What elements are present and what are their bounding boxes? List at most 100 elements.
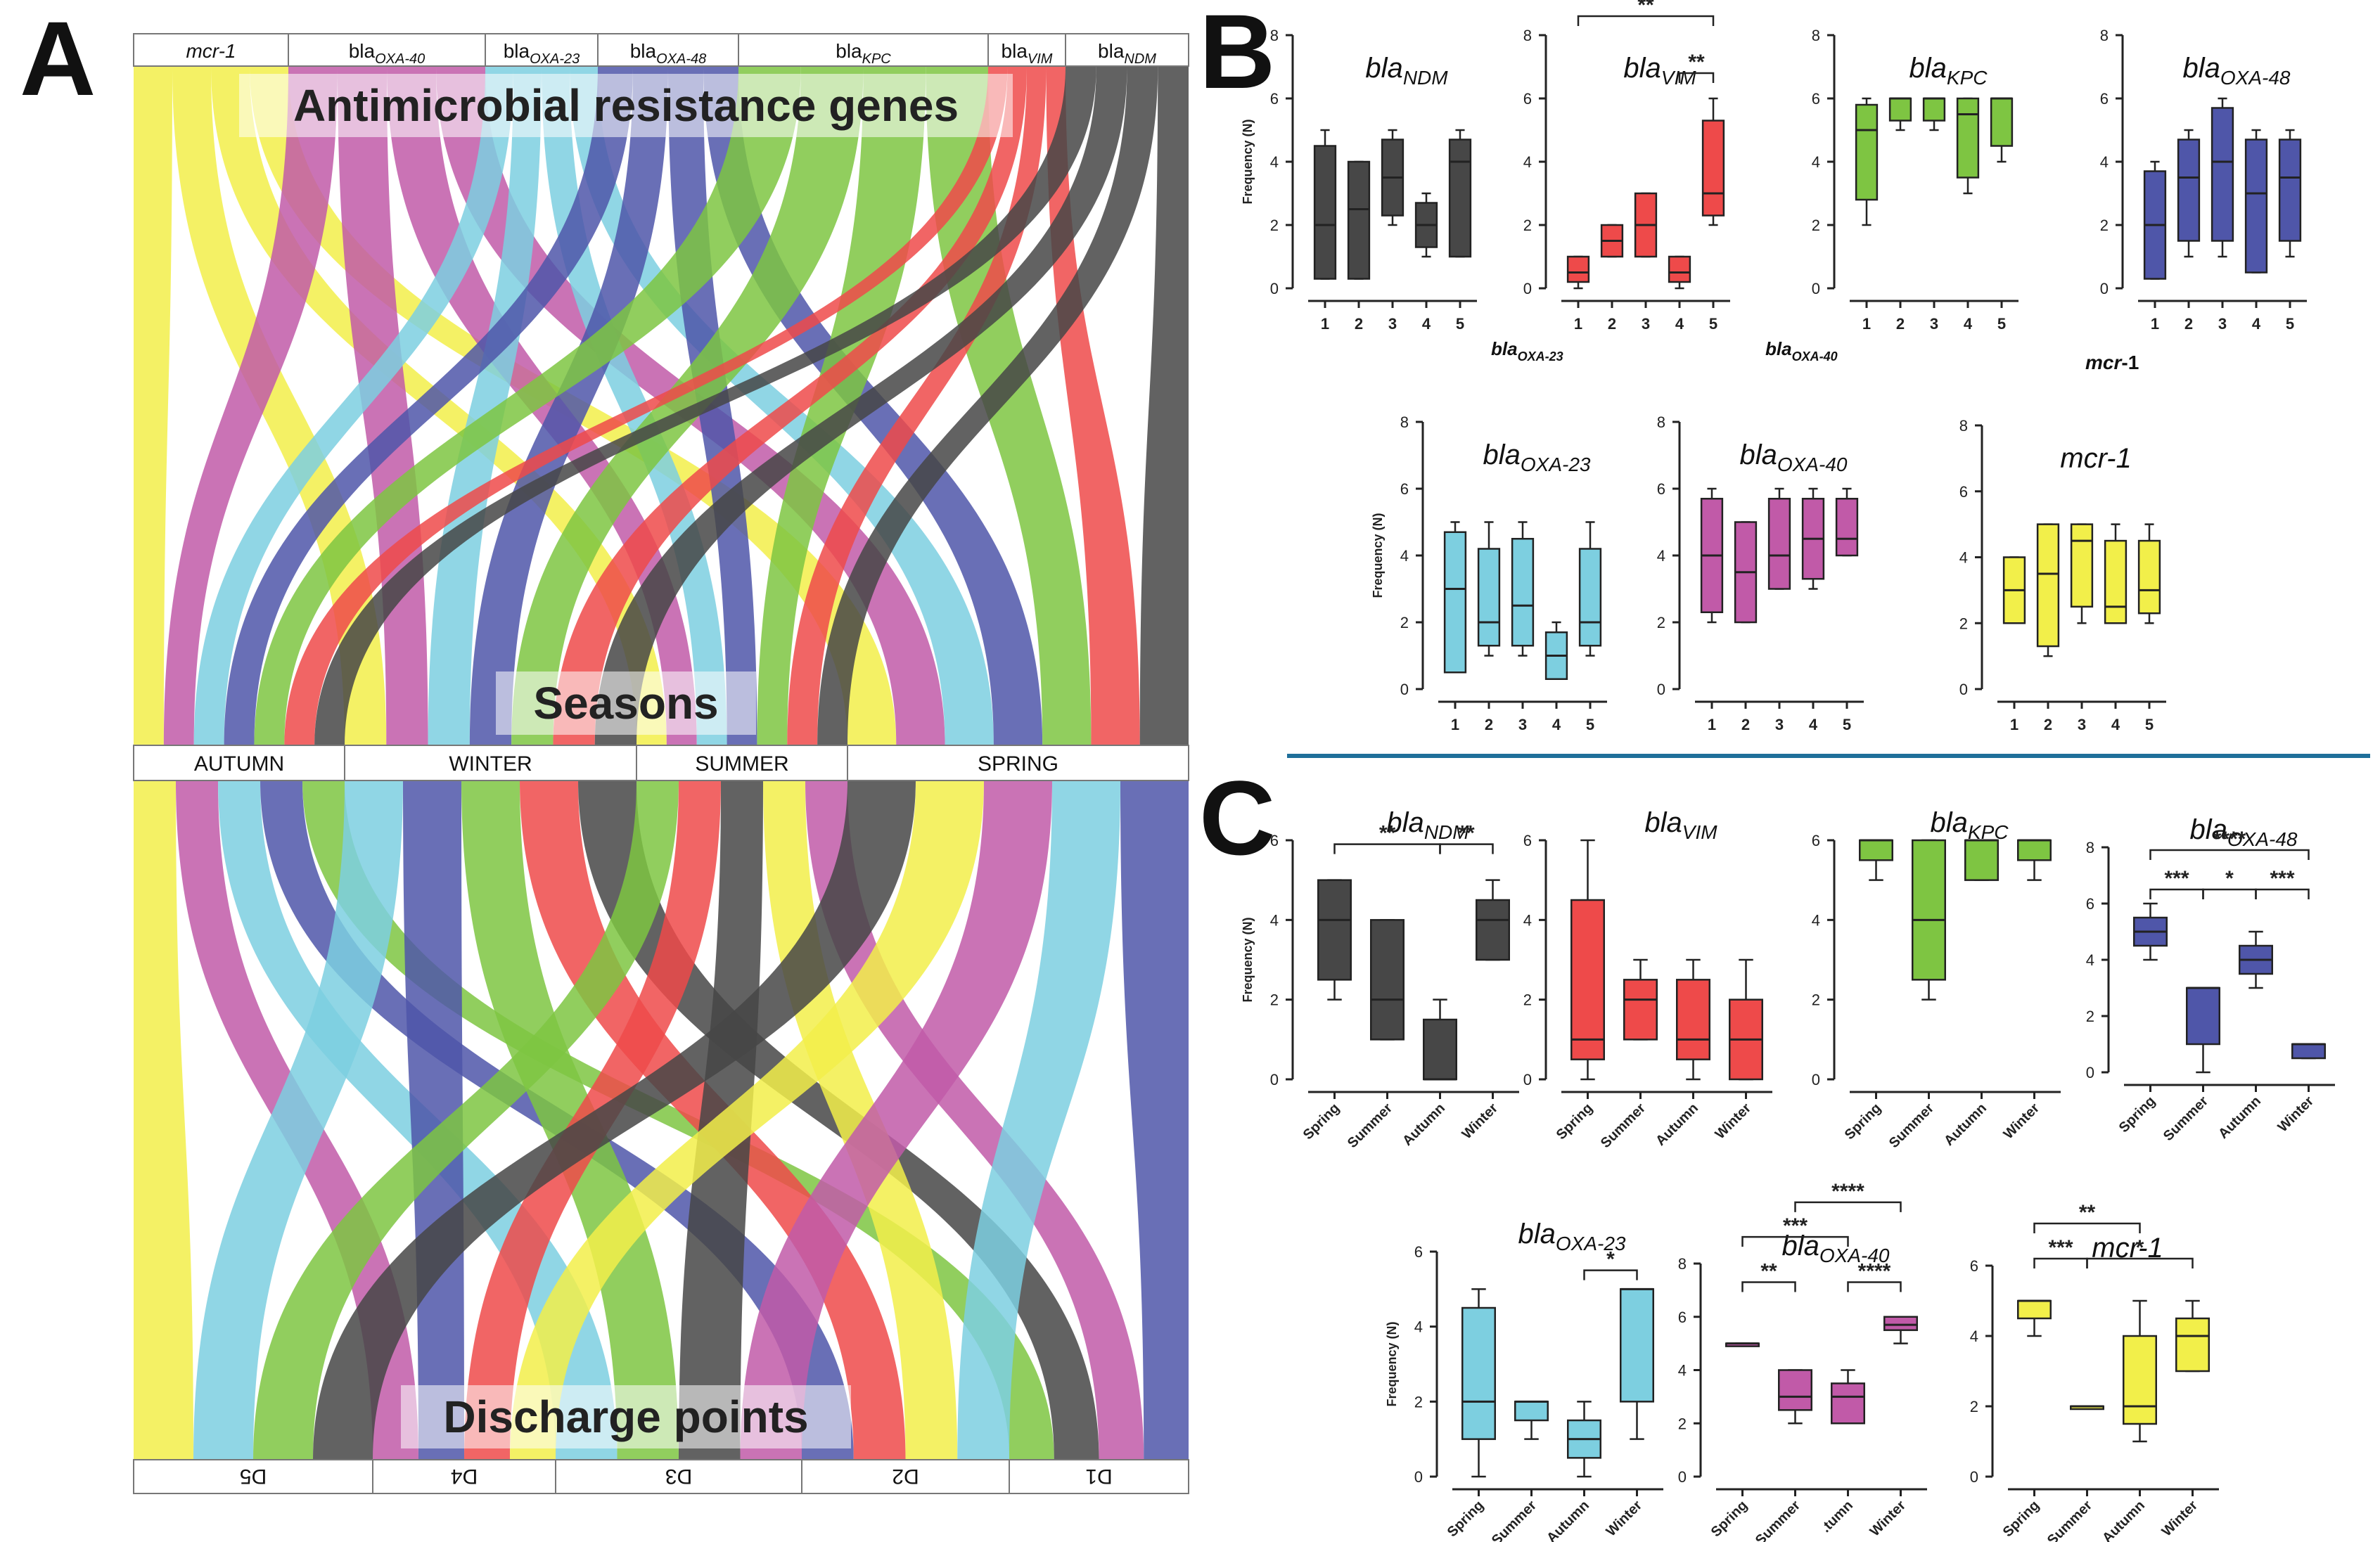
x-tick-label-c-ndm-1: Summer	[1345, 1100, 1395, 1151]
point-node-d5	[133, 1459, 373, 1494]
y-tick-label-b-mcr1-1: 2	[1959, 615, 1968, 632]
sig-label-c-mcr1-1: ***	[2048, 1236, 2073, 1259]
y-tick-label-c-mcr1-2: 4	[1970, 1328, 1978, 1345]
iqr-b-oxa48-3	[2244, 139, 2268, 274]
iqr-c-oxa40-3	[1883, 1316, 1918, 1331]
iqr-b-kpc-1	[1888, 97, 1912, 122]
x-tick-label-b-ndm-3: 4	[1422, 315, 1431, 333]
x-tick-label-c-vim-3: Winter	[1713, 1100, 1755, 1143]
iqr-c-ndm-0	[1317, 879, 1352, 981]
x-tick-label-b-mcr1-2: 3	[2078, 716, 2086, 733]
sig-label-b-vim-0: **	[1637, 0, 1654, 17]
y-tick-label-b-mcr1-0: 0	[1959, 681, 1968, 698]
x-tick-label-b-oxa23-0: 1	[1451, 716, 1459, 733]
iqr-b-ndm-1	[1347, 160, 1371, 280]
chart-c-vim: 0 2 4 6 Spring Summer Autumn Winter blaVIM	[1523, 807, 1772, 1151]
stray-label-oxa40: blaOXA-40	[1765, 338, 1838, 364]
flow-spring-d4	[510, 780, 984, 1459]
x-tick-label-c-kpc-3: Winter	[2001, 1100, 2043, 1143]
season-label-winter: WINTER	[449, 752, 532, 776]
flow-mcr1-autumn	[134, 67, 172, 745]
box-b-mcr1-2	[2070, 523, 2094, 624]
y-tick-label-b-mcr1-2: 4	[1959, 549, 1968, 567]
chart-b-mcr1: 0 2 4 6 8 1 2 3 4 5 mcr-1	[1959, 417, 2166, 733]
y-tick-label-c-ndm-2: 4	[1270, 911, 1279, 929]
iqr-b-ndm-4	[1448, 139, 1472, 258]
chart-b-oxa40: 0 2 4 6 8 1 2 3 4 5 blaOXA-40	[1657, 413, 1864, 733]
box-c-ndm-3	[1476, 879, 1510, 961]
chart-title-c-oxa40: blaOXA-40	[1782, 1231, 1890, 1266]
y-tick-label-b-oxa48-1: 2	[2100, 217, 2109, 234]
iqr-c-ndm-3	[1476, 899, 1510, 961]
flow-vim-summer	[787, 67, 1047, 745]
y-tick-label-b-ndm-4: 8	[1270, 27, 1279, 44]
iqr-b-kpc-2	[1922, 97, 1946, 122]
box-b-oxa40-0	[1700, 487, 1724, 624]
box-b-kpc-0	[1855, 97, 1879, 226]
x-tick-label-c-oxa48-2: Autumn	[2215, 1093, 2264, 1142]
boxplot-panels: 0 2 4 6 8 1 2 3 4 5 Frequency (N) blaNDM 0 2 4 6 8 1 2 3 4 5 b…	[1241, 0, 2335, 1542]
x-tick-label-b-ndm-1: 2	[1355, 315, 1363, 333]
box-b-oxa23-3	[1544, 621, 1568, 680]
x-tick-label-b-ndm-2: 3	[1388, 315, 1397, 333]
box-c-oxa40-3	[1883, 1316, 1918, 1344]
flow-spring-d3	[740, 780, 1052, 1459]
iqr-c-ndm-1	[1370, 919, 1405, 1041]
sig-label-b-vim-1: **	[1688, 51, 1705, 74]
iqr-b-oxa23-2	[1511, 538, 1535, 647]
y-label-b-ndm: Frequency (N)	[1241, 119, 1255, 204]
chart-title-b-mcr1: mcr-1	[2060, 443, 2131, 474]
sankey-title-genes-backdrop	[239, 74, 1013, 137]
flow-ndm-summer	[817, 67, 1158, 745]
iqr-c-vim-0	[1570, 899, 1605, 1060]
x-tick-label-b-oxa40-1: 2	[1741, 716, 1750, 733]
x-tick-label-c-oxa48-0: Spring	[2116, 1093, 2158, 1136]
panel-letter-c: C	[1199, 759, 1275, 877]
flow-ndm-autumn	[314, 67, 1096, 745]
box-b-oxa40-1	[1734, 521, 1758, 624]
x-tick-label-c-kpc-2: Autumn	[1941, 1100, 1990, 1149]
box-b-oxa48-4	[2278, 129, 2302, 258]
x-tick-label-b-oxa48-2: 3	[2218, 315, 2227, 333]
season-node-autumn	[133, 745, 345, 781]
iqr-c-vim-1	[1623, 979, 1658, 1041]
box-c-ndm-0	[1317, 879, 1352, 1001]
flow-oxa48-autumn	[224, 67, 634, 745]
sig-label-c-ndm-0: **	[1379, 822, 1396, 845]
y-tick-label-c-oxa40-2: 4	[1678, 1362, 1687, 1380]
x-tick-label-c-ndm-2: Autumn	[1400, 1100, 1448, 1149]
box-b-kpc-2	[1922, 97, 1946, 131]
sig-bracket-c-oxa48-3	[2255, 888, 2310, 899]
box-b-mcr1-0	[2002, 556, 2026, 624]
point-node-d1	[1009, 1459, 1189, 1494]
y-tick-label-c-oxa48-4: 8	[2086, 839, 2094, 856]
iqr-b-oxa23-4	[1578, 548, 1602, 647]
x-tick-label-b-mcr1-4: 5	[2145, 716, 2154, 733]
flow-vim-winter	[553, 67, 1027, 745]
box-b-kpc-4	[1990, 97, 2014, 163]
box-c-kpc-3	[2017, 839, 2052, 881]
flow-kpc-summer	[757, 67, 926, 745]
flow-oxa40-autumn	[163, 67, 338, 745]
x-tick-label-c-oxa48-1: Summer	[2161, 1093, 2211, 1144]
y-tick-label-c-mcr1-3: 6	[1970, 1257, 1978, 1275]
chart-title-c-vim: blaVIM	[1644, 807, 1717, 843]
flow-oxa23-winter	[428, 67, 542, 745]
season-label-summer: SUMMER	[695, 752, 788, 776]
x-tick-label-c-oxa23-1: Summer	[1489, 1498, 1540, 1542]
x-tick-label-c-oxa23-0: Spring	[1445, 1498, 1487, 1540]
x-tick-label-b-oxa40-0: 1	[1708, 716, 1716, 733]
iqr-b-oxa23-1	[1477, 548, 1501, 647]
sig-bracket-c-oxa48-0	[2149, 849, 2310, 860]
iqr-b-mcr1-3	[2104, 539, 2128, 624]
iqr-b-oxa48-1	[2177, 139, 2201, 242]
y-tick-label-b-kpc-1: 2	[1812, 217, 1820, 234]
x-tick-label-b-ndm-0: 1	[1321, 315, 1329, 333]
box-b-vim-3	[1668, 255, 1691, 290]
iqr-c-ndm-2	[1423, 1018, 1457, 1081]
chart-title-b-ndm: blaNDM	[1365, 53, 1448, 89]
box-b-vim-0	[1566, 255, 1590, 290]
